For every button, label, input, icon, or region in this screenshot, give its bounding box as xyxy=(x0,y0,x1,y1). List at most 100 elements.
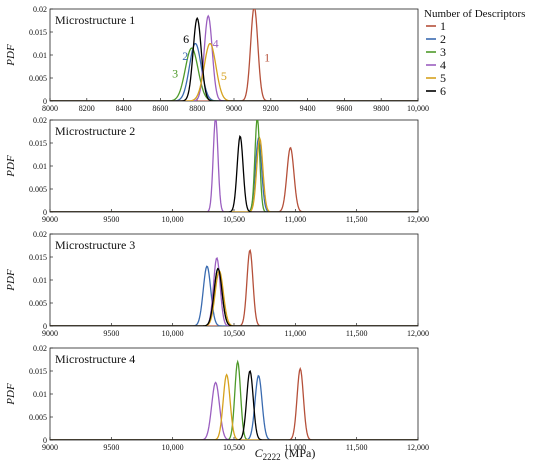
y-axis-label: PDF xyxy=(5,269,17,292)
y-tick-label: 0.01 xyxy=(33,51,47,60)
x-tick-label: 10,500 xyxy=(223,329,245,338)
x-tick-label: 8600 xyxy=(152,104,168,113)
x-tick-label: 11,000 xyxy=(284,443,306,452)
y-tick-label: 0.005 xyxy=(29,185,47,194)
y-tick-label: 0.02 xyxy=(33,5,47,14)
x-tick-label: 10,000 xyxy=(407,104,429,113)
series-5-curve xyxy=(50,269,418,326)
y-tick-label: 0 xyxy=(43,322,47,331)
x-tick-label: 12,000 xyxy=(407,329,429,338)
x-tick-label: 8400 xyxy=(116,104,132,113)
x-tick-label: 9500 xyxy=(103,215,119,224)
x-axis-label: C2222 (MPa) xyxy=(255,446,316,462)
legend-label-5: 5 xyxy=(440,71,446,85)
y-tick-label: 0.02 xyxy=(33,116,47,125)
curve-annotation-6: 6 xyxy=(183,32,189,46)
panel-4: 0 0.005 0.01 0.015 0.02 9000 9500 10,000 10,500 1… xyxy=(5,344,429,452)
panel-title: Microstructure 3 xyxy=(55,238,135,252)
panel-title: Microstructure 2 xyxy=(55,124,135,138)
x-tick-label: 11,000 xyxy=(284,329,306,338)
x-tick-label: 9000 xyxy=(42,329,58,338)
series-group xyxy=(50,248,418,326)
x-tick-label: 9800 xyxy=(373,104,389,113)
series-3-curve xyxy=(50,47,418,101)
panel-title: Microstructure 1 xyxy=(55,13,135,27)
panel-3: 0 0.005 0.01 0.015 0.02 9000 9500 10,000 10,500 1… xyxy=(5,230,429,338)
y-tick-label: 0.02 xyxy=(33,344,47,353)
series-4-curve xyxy=(50,257,418,326)
legend-label-1: 1 xyxy=(440,19,446,33)
panel-title: Microstructure 4 xyxy=(55,352,135,366)
legend-label-3: 3 xyxy=(440,45,446,59)
x-tick-label: 11,500 xyxy=(346,443,368,452)
x-tick-label: 9600 xyxy=(336,104,352,113)
curve-annotation-1: 1 xyxy=(264,50,270,64)
y-tick-label: 0.005 xyxy=(29,299,47,308)
x-tick-label: 9000 xyxy=(42,215,58,224)
y-tick-label: 0.005 xyxy=(29,413,47,422)
y-tick-label: 0 xyxy=(43,97,47,106)
y-tick-label: 0.01 xyxy=(33,390,47,399)
series-4-curve xyxy=(50,14,418,101)
series-2-curve xyxy=(50,265,418,326)
x-tick-label: 12,000 xyxy=(407,443,429,452)
series-5-curve xyxy=(50,42,418,101)
x-axis-label-subscript: 2222 xyxy=(263,452,281,462)
y-axis-label: PDF xyxy=(5,155,17,178)
x-tick-label: 9500 xyxy=(103,329,119,338)
x-tick-label: 9000 xyxy=(226,104,242,113)
curve-annotation-5: 5 xyxy=(221,69,227,83)
x-tick-label: 8000 xyxy=(42,104,58,113)
panel-1: 0 0.005 0.01 0.015 0.02 8000 8200 8400 8600 8800 9… xyxy=(5,5,429,113)
x-tick-label: 9200 xyxy=(263,104,279,113)
series-group xyxy=(50,120,418,212)
curve-annotation-4: 4 xyxy=(213,37,219,51)
x-tick-label: 9000 xyxy=(42,443,58,452)
series-group xyxy=(50,9,418,101)
x-tick-label: 11,000 xyxy=(284,215,306,224)
y-tick-label: 0 xyxy=(43,208,47,217)
y-tick-label: 0.015 xyxy=(29,28,47,37)
y-tick-label: 0.015 xyxy=(29,253,47,262)
curve-annotation-3: 3 xyxy=(172,66,178,80)
series-1-curve xyxy=(50,248,418,326)
y-tick-label: 0.005 xyxy=(29,74,47,83)
curve-annotation-2: 2 xyxy=(182,49,188,63)
x-tick-label: 8200 xyxy=(79,104,95,113)
series-5-curve xyxy=(50,373,418,440)
series-3-curve xyxy=(50,359,418,440)
x-tick-label: 11,500 xyxy=(346,215,368,224)
x-tick-label: 10,500 xyxy=(223,443,245,452)
series-2-curve xyxy=(50,42,418,101)
x-axis-label-symbol: C xyxy=(255,446,264,460)
legend-label-4: 4 xyxy=(440,58,446,72)
y-tick-label: 0.015 xyxy=(29,139,47,148)
x-tick-label: 11,500 xyxy=(346,329,368,338)
legend-label-6: 6 xyxy=(440,84,446,98)
series-6-curve xyxy=(50,134,418,212)
x-tick-label: 9400 xyxy=(300,104,316,113)
x-tick-label: 9500 xyxy=(103,443,119,452)
x-tick-label: 12,000 xyxy=(407,215,429,224)
x-tick-label: 10,000 xyxy=(162,329,184,338)
y-axis-label: PDF xyxy=(5,383,17,406)
series-6-curve xyxy=(50,267,418,326)
y-tick-label: 0.015 xyxy=(29,367,47,376)
panel-2: 0 0.005 0.01 0.015 0.02 9000 9500 10,000 10,500 1… xyxy=(5,116,429,224)
x-tick-label: 8800 xyxy=(189,104,205,113)
x-tick-label: 10,000 xyxy=(162,443,184,452)
legend-label-2: 2 xyxy=(440,32,446,46)
series-group xyxy=(50,359,418,440)
x-axis-label-units: (MPa) xyxy=(285,446,316,460)
series-6-curve xyxy=(50,16,418,101)
y-tick-label: 0.01 xyxy=(33,276,47,285)
x-tick-label: 10,500 xyxy=(223,215,245,224)
y-axis-label: PDF xyxy=(5,44,17,67)
legend-title: Number of Descriptors xyxy=(424,8,525,20)
y-tick-label: 0.02 xyxy=(33,230,47,239)
y-tick-label: 0.01 xyxy=(33,162,47,171)
